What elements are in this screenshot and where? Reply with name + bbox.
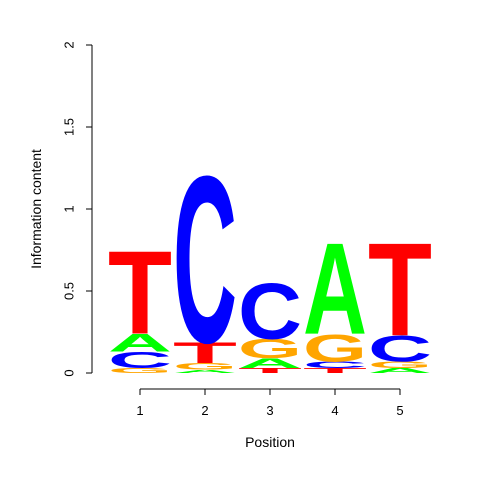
logo-letter-G: G bbox=[238, 333, 302, 364]
logo-letter-T: T bbox=[238, 367, 302, 375]
x-tick-label: 1 bbox=[136, 403, 143, 418]
logo-letter-T: T bbox=[303, 367, 367, 375]
logo-letter-T: T bbox=[108, 225, 172, 359]
logo-letter-G: G bbox=[108, 367, 172, 375]
logo-letter-C: C bbox=[108, 347, 172, 373]
x-tick-label: 3 bbox=[266, 403, 273, 418]
logo-letter-C: C bbox=[303, 360, 367, 370]
logo-letter-A: A bbox=[303, 215, 367, 361]
logo-letter-G: G bbox=[173, 362, 237, 372]
logo-letter-A: A bbox=[368, 367, 432, 375]
x-tick-label: 4 bbox=[331, 403, 338, 418]
y-axis-title: Information content bbox=[28, 149, 44, 269]
x-tick-label: 2 bbox=[201, 403, 208, 418]
y-tick-label: 2 bbox=[62, 41, 77, 48]
logo-letter-C: C bbox=[173, 127, 237, 393]
logo-letter-G: G bbox=[368, 360, 432, 370]
logo-letter-C: C bbox=[368, 329, 432, 370]
logo-letter-A: A bbox=[238, 356, 302, 371]
x-tick-label: 5 bbox=[396, 403, 403, 418]
logo-letter-A: A bbox=[108, 329, 172, 357]
y-tick-label: 0.5 bbox=[62, 282, 77, 300]
logo-letter-G: G bbox=[303, 326, 367, 370]
logo-letter-C: C bbox=[238, 266, 302, 355]
y-axis: 0 0.5 1 1.5 2 bbox=[62, 41, 93, 377]
y-tick-label: 1.5 bbox=[62, 118, 77, 136]
y-tick-label: 1 bbox=[62, 205, 77, 212]
logo-letter-T: T bbox=[368, 216, 432, 364]
y-tick-label: 0 bbox=[62, 369, 77, 376]
x-axis-title: Position bbox=[245, 434, 295, 450]
logo-letter-T: T bbox=[173, 336, 237, 369]
logo-letter-A: A bbox=[173, 369, 237, 374]
x-axis: 1 2 3 4 5 bbox=[136, 388, 404, 418]
